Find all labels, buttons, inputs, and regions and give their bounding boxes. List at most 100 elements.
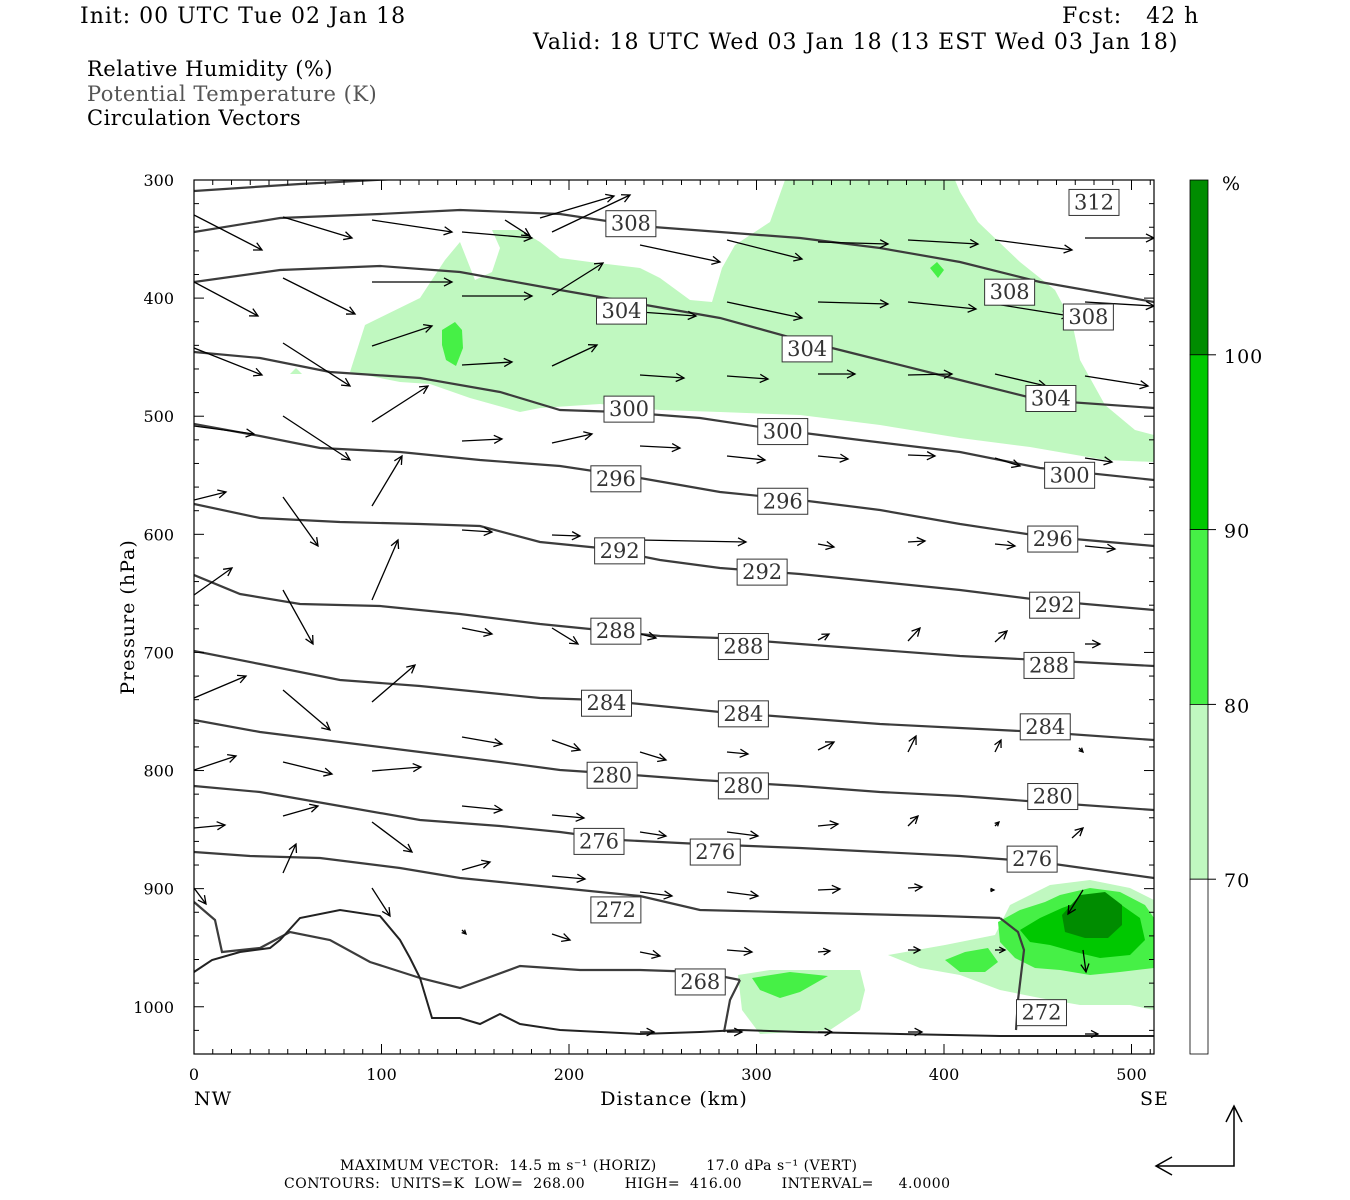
circulation-vector — [817, 540, 836, 551]
contour-label: 276 — [1006, 845, 1058, 873]
theta-contour — [194, 180, 396, 193]
svg-text:284: 284 — [1025, 715, 1065, 739]
circulation-vector — [726, 946, 754, 957]
circulation-vector — [994, 457, 1022, 469]
contour-label: 280 — [1027, 783, 1079, 811]
svg-text:288: 288 — [1029, 653, 1069, 677]
x-tick-label: 0 — [189, 1065, 199, 1084]
circulation-vector — [282, 277, 357, 315]
circulation-vector — [1084, 300, 1154, 311]
svg-text:288: 288 — [723, 635, 763, 659]
terrain-outline — [194, 908, 1154, 1037]
circulation-vector — [282, 496, 319, 548]
theta-contour — [194, 901, 741, 990]
theta-contour — [194, 850, 1001, 920]
circulation-vector — [551, 262, 605, 296]
circulation-vector — [371, 324, 434, 347]
x-axis-start-label: NW — [194, 1088, 232, 1110]
circulation-vector — [817, 884, 842, 895]
circulation-vector — [817, 820, 840, 830]
x-tick-label: 400 — [929, 1065, 960, 1084]
circulation-vector — [639, 310, 698, 321]
contour-label: 296 — [757, 487, 809, 515]
circulation-vector — [372, 277, 454, 287]
circulation-vector — [726, 890, 760, 900]
contour-label: 280 — [717, 772, 769, 800]
colorbar-segment — [1189, 529, 1209, 705]
colorbar-level-label: 70 — [1224, 870, 1250, 892]
rh-80-region — [930, 262, 944, 278]
circulation-vector — [551, 933, 572, 942]
svg-text:276: 276 — [579, 829, 619, 853]
contour-label: 280 — [586, 761, 638, 789]
circulation-vector — [908, 946, 922, 954]
circulation-vector — [639, 244, 722, 265]
circulation-vector — [1085, 639, 1102, 649]
circulation-vector — [990, 887, 996, 893]
svg-text:284: 284 — [723, 702, 763, 726]
circulation-vector — [907, 301, 978, 313]
theta-contour — [194, 208, 1154, 304]
circulation-vector — [907, 883, 924, 892]
colorbar-segment — [1189, 704, 1209, 880]
circulation-vector — [461, 627, 494, 638]
circulation-vector — [907, 451, 937, 461]
circulation-vector — [640, 1027, 656, 1037]
x-axis-end-label: SE — [1140, 1088, 1169, 1110]
x-tick-label: 200 — [554, 1065, 585, 1084]
circulation-vector — [282, 803, 320, 817]
contour-settings-note: CONTOURS: UNITS=K LOW= 268.00 HIGH= 416.… — [284, 1176, 951, 1192]
circulation-vector — [994, 630, 1009, 643]
circulation-vector — [994, 239, 1074, 254]
svg-text:284: 284 — [586, 691, 626, 715]
circulation-vector — [282, 216, 354, 241]
svg-text:308: 308 — [990, 280, 1030, 304]
circulation-vector — [907, 238, 980, 249]
contour-label: 300 — [757, 418, 809, 446]
y-tick-label: 800 — [143, 762, 174, 781]
svg-text:312: 312 — [1074, 190, 1114, 214]
circulation-vector — [907, 369, 954, 379]
circulation-vector — [371, 762, 423, 773]
contour-label: 272 — [590, 896, 642, 924]
svg-text:296: 296 — [1033, 527, 1073, 551]
contour-label: 304 — [781, 335, 833, 363]
circulation-vector — [194, 489, 228, 501]
colorbar-segment — [1189, 878, 1209, 1055]
svg-text:288: 288 — [596, 619, 636, 643]
circulation-vector — [639, 830, 668, 840]
theta-contour — [722, 979, 741, 1033]
y-axis-label: Pressure (hPa) — [117, 539, 139, 695]
circulation-vector — [282, 415, 352, 461]
circulation-vector — [817, 239, 890, 249]
circulation-vector — [551, 194, 632, 233]
y-tick-label: 400 — [143, 289, 174, 308]
svg-text:272: 272 — [596, 898, 636, 922]
circulation-vector — [994, 738, 1002, 753]
contour-label: 292 — [594, 537, 646, 565]
circulation-vector — [995, 946, 1007, 954]
rh-100-region — [1062, 892, 1122, 938]
svg-text:296: 296 — [596, 467, 636, 491]
svg-text:300: 300 — [1050, 463, 1090, 487]
contour-label: 304 — [1025, 385, 1077, 412]
theta-contour — [194, 573, 1154, 668]
circulation-vector — [639, 537, 748, 547]
circulation-vector — [907, 536, 927, 547]
y-tick-label: 1000 — [133, 998, 174, 1017]
circulation-vector — [726, 301, 804, 321]
circulation-vector — [639, 631, 658, 641]
circulation-vector — [817, 633, 831, 641]
svg-text:268: 268 — [680, 970, 720, 994]
circulation-vector — [371, 219, 454, 236]
circulation-vector — [551, 873, 587, 883]
svg-text:280: 280 — [592, 763, 632, 787]
contour-label: 308 — [1062, 303, 1114, 331]
svg-text:304: 304 — [787, 337, 827, 361]
svg-text:300: 300 — [609, 397, 649, 421]
rh-80-region — [945, 948, 998, 972]
circulation-vector — [194, 674, 248, 699]
contour-label: 308 — [605, 210, 657, 238]
circulation-vector — [907, 734, 917, 753]
circulation-vector — [726, 830, 760, 840]
